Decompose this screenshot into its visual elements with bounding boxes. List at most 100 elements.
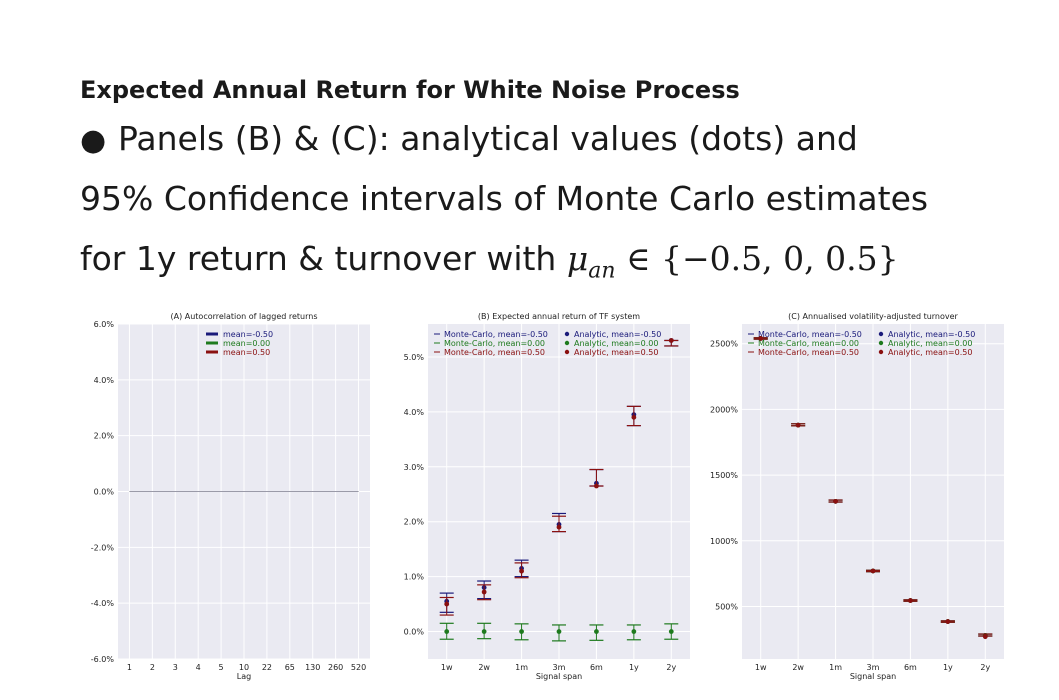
legend-swatch: [878, 340, 884, 346]
x-tick-label: 1m: [515, 663, 528, 672]
analytic-point: [668, 338, 674, 343]
analytic-point: [631, 629, 637, 634]
legend-entry: Analytic, mean=0.50: [574, 348, 658, 357]
figure-panels: (A) Autocorrelation of lagged returns 6.0…: [91, 312, 1004, 681]
x-tick-label: 130: [305, 663, 320, 672]
y-tick-label: 4.0%: [94, 376, 115, 385]
y-tick-label: 1500%: [710, 471, 738, 480]
y-tick-label: -4.0%: [91, 599, 115, 608]
analytic-point: [519, 568, 524, 574]
x-axis-label: Signal span: [536, 672, 582, 681]
math-set: ∈ {−0.5, 0, 0.5}: [626, 239, 899, 278]
bullet-dot-icon: ●: [80, 123, 107, 158]
x-tick-label: 6m: [590, 663, 603, 672]
x-tick-label: 2y: [980, 663, 990, 672]
y-tick-label: 1.0%: [404, 573, 425, 582]
legend-swatch: [878, 349, 884, 355]
x-tick-label: 3: [173, 663, 178, 672]
legend-entry: Analytic, mean=0.50: [888, 348, 972, 357]
analytic-point: [908, 598, 913, 603]
analytic-point: [556, 524, 562, 530]
x-tick-label: 1: [127, 663, 132, 672]
x-tick-label: 520: [351, 663, 366, 672]
analytic-point: [481, 589, 487, 595]
analytic-point: [945, 619, 951, 624]
legend-entry: Monte-Carlo, mean=0.00: [758, 339, 859, 348]
bullet-line-1: ● Panels (B) & (C): analytical values (do…: [80, 115, 1040, 175]
y-tick-label: 3.0%: [404, 463, 425, 472]
analytic-point: [556, 629, 562, 634]
math-subscript: an: [588, 258, 616, 284]
y-tick-label: -2.0%: [91, 543, 115, 552]
y-tick-label: 6.0%: [94, 320, 115, 329]
analytic-point: [870, 568, 876, 574]
x-tick-label: 10: [239, 663, 249, 672]
analytic-point: [758, 336, 764, 341]
legend-entry: Analytic, mean=-0.50: [888, 330, 975, 339]
x-tick-label: 2: [150, 663, 155, 672]
math-mu: μ: [566, 239, 589, 278]
legend-entry: mean=-0.50: [223, 330, 273, 339]
y-tick-label: 500%: [715, 602, 738, 611]
y-tick-label: 2.0%: [94, 432, 115, 441]
x-tick-label: 2w: [792, 663, 804, 672]
legend-entry: Analytic, mean=0.00: [888, 339, 972, 348]
bullet-block: ● Panels (B) & (C): analytical values (do…: [80, 115, 1040, 295]
x-tick-label: 1y: [629, 663, 639, 672]
analytic-point: [795, 422, 801, 428]
bullet-text-2: 95% Confidence intervals of Monte Carlo …: [80, 179, 929, 218]
analytic-point: [594, 629, 599, 634]
x-tick-label: 65: [285, 663, 295, 672]
legend-entry: Monte-Carlo, mean=0.50: [444, 348, 545, 357]
analytic-point: [631, 414, 637, 420]
legend-entry: mean=0.50: [223, 348, 270, 357]
y-tick-label: 1000%: [710, 537, 738, 546]
x-tick-label: 4: [196, 663, 201, 672]
chart-title-2: (C) Annualised volatility-adjusted turno…: [788, 312, 958, 321]
analytic-point: [444, 629, 450, 634]
x-tick-label: 2y: [666, 663, 676, 672]
y-tick-label: 2.0%: [404, 518, 425, 527]
legend-entry: Analytic, mean=-0.50: [574, 330, 661, 339]
x-tick-label: 1y: [943, 663, 953, 672]
chart-title-0: (A) Autocorrelation of lagged returns: [170, 312, 317, 321]
legend-entry: Monte-Carlo, mean=-0.50: [758, 330, 862, 339]
analytic-point: [481, 629, 487, 634]
bullet-line-2: 95% Confidence intervals of Monte Carlo …: [80, 175, 1040, 235]
analytic-point: [668, 629, 674, 634]
x-tick-label: 1w: [755, 663, 767, 672]
legend-entry: Monte-Carlo, mean=0.00: [444, 339, 545, 348]
x-tick-label: 6m: [904, 663, 917, 672]
x-tick-label: 3m: [867, 663, 880, 672]
analytic-point: [982, 634, 988, 640]
analytic-point: [519, 629, 524, 634]
x-tick-label: 1m: [829, 663, 842, 672]
y-tick-label: -6.0%: [91, 655, 115, 664]
y-tick-label: 5.0%: [404, 353, 425, 362]
x-axis-label: Signal span: [850, 672, 896, 681]
legend-swatch: [564, 349, 570, 355]
legend-swatch: [564, 331, 570, 337]
x-tick-label: 1w: [441, 663, 453, 672]
bullet-text-3: for 1y return & turnover with: [80, 239, 557, 278]
legend-swatch: [878, 331, 884, 337]
x-tick-label: 260: [328, 663, 343, 672]
y-tick-label: 2500%: [710, 340, 738, 349]
x-axis-label: Lag: [237, 672, 251, 681]
y-tick-label: 0.0%: [404, 628, 425, 637]
x-tick-label: 5: [219, 663, 224, 672]
analytic-point: [833, 498, 838, 504]
x-tick-label: 3m: [553, 663, 566, 672]
chart-title-1: (B) Expected annual return of TF system: [478, 312, 640, 321]
legend-entry: mean=0.00: [223, 339, 270, 348]
legend-entry: Monte-Carlo, mean=0.50: [758, 348, 859, 357]
analytic-point: [594, 483, 599, 489]
legend-swatch: [564, 340, 570, 346]
y-tick-label: 4.0%: [404, 408, 425, 417]
analytic-point: [444, 601, 450, 607]
y-tick-label: 0.0%: [94, 488, 115, 497]
legend-entry: Monte-Carlo, mean=-0.50: [444, 330, 548, 339]
slide-title: Expected Annual Return for White Noise P…: [80, 76, 740, 104]
bullet-text-1: Panels (B) & (C): analytical values (dot…: [118, 119, 858, 158]
bullet-line-3: for 1y return & turnover with μan ∈ {−0.…: [80, 235, 1040, 295]
